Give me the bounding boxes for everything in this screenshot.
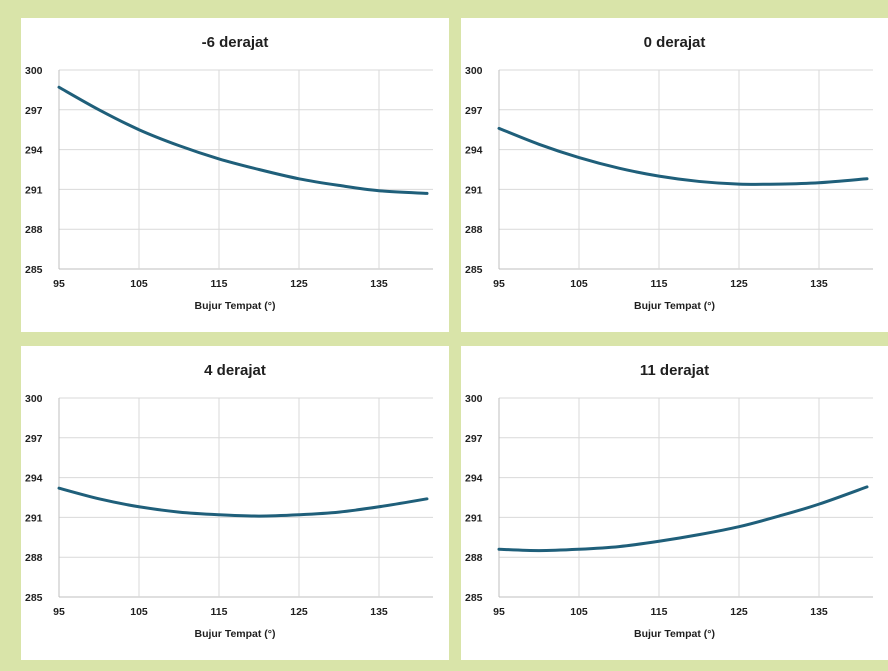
series-line bbox=[57, 486, 429, 518]
line-chart-11-derajat: 11 derajat 285 288 291 294 297 300 95 105 115 125 1… bbox=[465, 362, 873, 640]
x-tick-label: 105 bbox=[570, 606, 588, 618]
y-tick-label: 297 bbox=[25, 105, 43, 117]
line-chart-minus-6-derajat: -6 derajat 285 288 291 294 297 300 95 105 115 125 1… bbox=[25, 34, 433, 312]
y-tick-label: 300 bbox=[465, 65, 483, 77]
y-tick-label: 285 bbox=[465, 264, 483, 276]
x-tick-label: 105 bbox=[570, 278, 588, 290]
y-tick-label: 297 bbox=[465, 433, 483, 445]
x-axis-label: Bujur Tempat (°) bbox=[194, 300, 275, 312]
y-tick-label: 297 bbox=[465, 105, 483, 117]
y-tick-label: 294 bbox=[465, 473, 483, 485]
x-tick-label: 105 bbox=[130, 606, 148, 618]
x-tick-label: 135 bbox=[810, 278, 828, 290]
line-chart-0-derajat: 0 derajat 285 288 291 294 297 300 95 105 115 125 13… bbox=[465, 34, 873, 312]
y-tick-label: 285 bbox=[465, 592, 483, 604]
x-tick-label: 135 bbox=[370, 606, 388, 618]
x-tick-label: 125 bbox=[730, 278, 748, 290]
x-tick-label: 115 bbox=[651, 278, 668, 290]
chart-panel-0-derajat: 0 derajat 285 288 291 294 297 300 95 105 115 125 13… bbox=[461, 18, 888, 332]
x-axis-label: Bujur Tempat (°) bbox=[194, 628, 275, 640]
y-tick-label: 288 bbox=[465, 224, 483, 236]
line-chart-4-derajat: 4 derajat 285 288 291 294 297 300 95 105 115 125 13… bbox=[25, 362, 433, 640]
y-tick-label: 297 bbox=[25, 433, 43, 445]
x-axis-label: Bujur Tempat (°) bbox=[634, 628, 715, 640]
y-tick-label: 288 bbox=[465, 552, 483, 564]
x-tick-label: 115 bbox=[651, 606, 668, 618]
y-tick-label: 288 bbox=[25, 552, 43, 564]
x-tick-label: 135 bbox=[370, 278, 388, 290]
y-tick-label: 285 bbox=[25, 592, 43, 604]
chart-title: 11 derajat bbox=[640, 362, 709, 379]
chart-title: 0 derajat bbox=[644, 34, 706, 51]
y-tick-label: 300 bbox=[465, 393, 483, 405]
chart-panel-minus-6-derajat: -6 derajat 285 288 291 294 297 300 95 105 115 125 1… bbox=[21, 18, 449, 332]
x-axis-label: Bujur Tempat (°) bbox=[634, 300, 715, 312]
chart-panel-4-derajat: 4 derajat 285 288 291 294 297 300 95 105 115 125 13… bbox=[21, 346, 449, 660]
chart-title: 4 derajat bbox=[204, 362, 266, 379]
y-tick-label: 285 bbox=[25, 264, 43, 276]
series-line bbox=[57, 85, 429, 195]
x-tick-label: 115 bbox=[211, 278, 228, 290]
x-tick-label: 135 bbox=[810, 606, 828, 618]
y-tick-label: 291 bbox=[25, 512, 43, 524]
y-tick-label: 294 bbox=[25, 145, 43, 157]
y-tick-label: 288 bbox=[25, 224, 43, 236]
y-tick-label: 300 bbox=[25, 393, 43, 405]
y-tick-label: 300 bbox=[25, 65, 43, 77]
x-tick-label: 95 bbox=[53, 606, 65, 618]
y-tick-label: 294 bbox=[465, 145, 483, 157]
y-tick-label: 291 bbox=[465, 512, 483, 524]
series-line bbox=[497, 126, 869, 186]
y-tick-label: 291 bbox=[25, 184, 43, 196]
chart-title: -6 derajat bbox=[202, 34, 269, 51]
x-tick-label: 125 bbox=[290, 606, 308, 618]
x-tick-label: 125 bbox=[730, 606, 748, 618]
x-tick-label: 105 bbox=[130, 278, 148, 290]
y-tick-label: 291 bbox=[465, 184, 483, 196]
x-tick-label: 95 bbox=[53, 278, 65, 290]
series-line bbox=[497, 485, 869, 553]
x-tick-label: 95 bbox=[493, 606, 505, 618]
x-tick-label: 125 bbox=[290, 278, 308, 290]
y-tick-label: 294 bbox=[25, 473, 43, 485]
x-tick-label: 95 bbox=[493, 278, 505, 290]
chart-panel-11-derajat: 11 derajat 285 288 291 294 297 300 95 105 115 125 1… bbox=[461, 346, 888, 660]
x-tick-label: 115 bbox=[211, 606, 228, 618]
